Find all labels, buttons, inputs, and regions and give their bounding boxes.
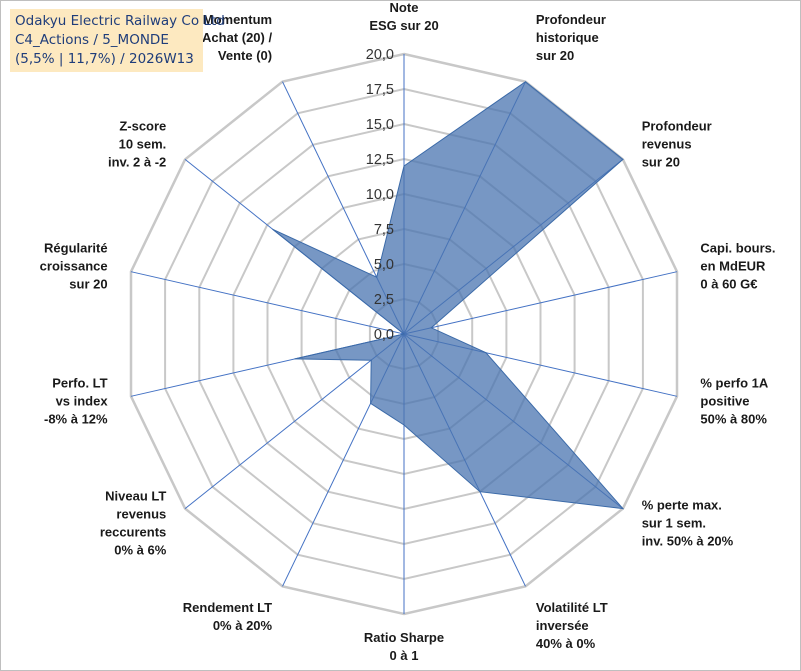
axis-label-line: 40% à 0%: [536, 636, 596, 651]
axis-label-line: Perfo. LT: [52, 376, 107, 391]
axis-label-line: sur 20: [642, 155, 680, 170]
data-point: [403, 424, 405, 426]
axis-label: Volatilité LT inversée 40% à 0%: [536, 600, 608, 651]
axis-label: % perfo 1A positive 50% à 80%: [700, 376, 769, 427]
axis-label: Profondeur revenus sur 20: [642, 119, 712, 170]
chart-title-company: Odakyu Electric Railway Co Ltd: [15, 13, 225, 29]
data-point: [403, 333, 405, 335]
data-point: [370, 402, 372, 404]
chart-title-portfolio: C4_Actions / 5_MONDE: [15, 32, 169, 48]
axis-label-line: Ratio Sharpe: [364, 630, 444, 645]
radial-tick-labels: 0,0 2,5 5,0 7,5 10,0 12,5 15,0 17,5 20,0: [366, 47, 394, 343]
axis-label-line: revenus: [642, 137, 692, 152]
axis-label: Profondeur historique sur 20: [536, 12, 606, 63]
axis-label-line: inv. 50% à 20%: [642, 534, 734, 549]
axis-label: Ratio Sharpe 0 à 1: [364, 630, 444, 663]
axis-label-line: ESG sur 20: [369, 18, 438, 33]
radar-series: [272, 81, 625, 510]
data-point: [525, 81, 526, 83]
tick-label: 12,5: [366, 152, 394, 168]
axis-label-line: historique: [536, 30, 599, 45]
axis-label: % perte max. sur 1 sem. inv. 50% à 20%: [642, 498, 734, 549]
chart-title-box: Odakyu Electric Railway Co Ltd C4_Action…: [10, 9, 225, 72]
axis-label: Note ESG sur 20: [369, 0, 438, 33]
data-point: [622, 508, 624, 510]
tick-label: 0,0: [374, 327, 394, 343]
axis-label-line: Profondeur: [642, 119, 712, 134]
axis-label-line: sur 20: [69, 276, 107, 291]
axis-label-line: Niveau LT: [105, 489, 166, 504]
data-point: [370, 359, 372, 361]
data-point: [403, 165, 405, 167]
axis-label: Perfo. LT vs index -8% à 12%: [44, 376, 108, 427]
axis-label-line: Capi. bours.: [700, 240, 775, 255]
axis-label-line: inversée: [536, 618, 589, 633]
axis-label-line: 50% à 80%: [700, 412, 767, 427]
data-point: [430, 327, 432, 329]
axis-label-line: revenus: [116, 507, 166, 522]
axis-label-line: en MdEUR: [700, 258, 766, 273]
axis-label-line: reccurents: [100, 525, 166, 540]
axis-label-line: Z-score: [119, 119, 166, 134]
axis-label-line: positive: [700, 394, 749, 409]
axis-label: Rendement LT 0% à 20%: [183, 600, 273, 633]
axis-label-line: 0 à 60 G€: [700, 276, 757, 291]
axis-spoke: [184, 333, 405, 509]
axis-label-line: Note: [390, 0, 419, 15]
axis-spoke: [130, 271, 405, 335]
data-point: [294, 358, 296, 360]
axis-label-line: % perfo 1A: [700, 376, 769, 391]
data-point: [272, 228, 274, 230]
axis-label-line: Achat (20) /: [202, 30, 272, 45]
axis-label: Niveau LT revenus reccurents 0% à 6%: [100, 489, 167, 558]
axis-label-line: Vente (0): [218, 48, 272, 63]
axis-label-line: vs index: [56, 394, 109, 409]
tick-label: 17,5: [366, 82, 394, 98]
tick-label: 7,5: [374, 222, 394, 238]
axis-label-line: inv. 2 à -2: [108, 155, 166, 170]
axis-label-line: 0% à 6%: [114, 543, 166, 558]
data-point: [479, 491, 481, 493]
axis-label-line: % perte max.: [642, 498, 722, 513]
axis-label-line: Profondeur: [536, 12, 606, 27]
axis-label-line: 0 à 1: [390, 648, 419, 663]
axis-label-line: Volatilité LT: [536, 600, 608, 615]
axis-label-line: sur 20: [536, 48, 574, 63]
chart-title-period: (5,5% | 11,7%) / 2026W13: [15, 51, 194, 67]
axis-spoke: [403, 271, 678, 335]
data-point: [376, 276, 378, 278]
axis-label-line: Rendement LT: [183, 600, 272, 615]
axis-label: Momentum Achat (20) / Vente (0): [202, 12, 272, 63]
axis-labels: Note ESG sur 20 Profondeur historique sur 20…: [40, 0, 776, 663]
tick-label: 15,0: [366, 117, 394, 133]
tick-label: 10,0: [366, 187, 394, 203]
data-point: [485, 352, 487, 354]
tick-label: 5,0: [374, 257, 394, 273]
axis-label-line: croissance: [40, 258, 108, 273]
data-point: [622, 158, 624, 160]
axis-label-line: 0% à 20%: [213, 618, 273, 633]
axis-label-line: Régularité: [44, 240, 108, 255]
axis-label-line: 10 sem.: [119, 137, 167, 152]
axis-label: Z-score 10 sem. inv. 2 à -2: [108, 119, 166, 170]
tick-label: 2,5: [374, 292, 394, 308]
axis-label-line: -8% à 12%: [44, 412, 108, 427]
axis-label: Régularité croissance sur 20: [40, 240, 108, 291]
axis-label: Capi. bours. en MdEUR 0 à 60 G€: [700, 240, 775, 291]
axis-label-line: Momentum: [203, 12, 272, 27]
tick-label: 20,0: [366, 47, 394, 63]
axis-label-line: sur 1 sem.: [642, 516, 706, 531]
